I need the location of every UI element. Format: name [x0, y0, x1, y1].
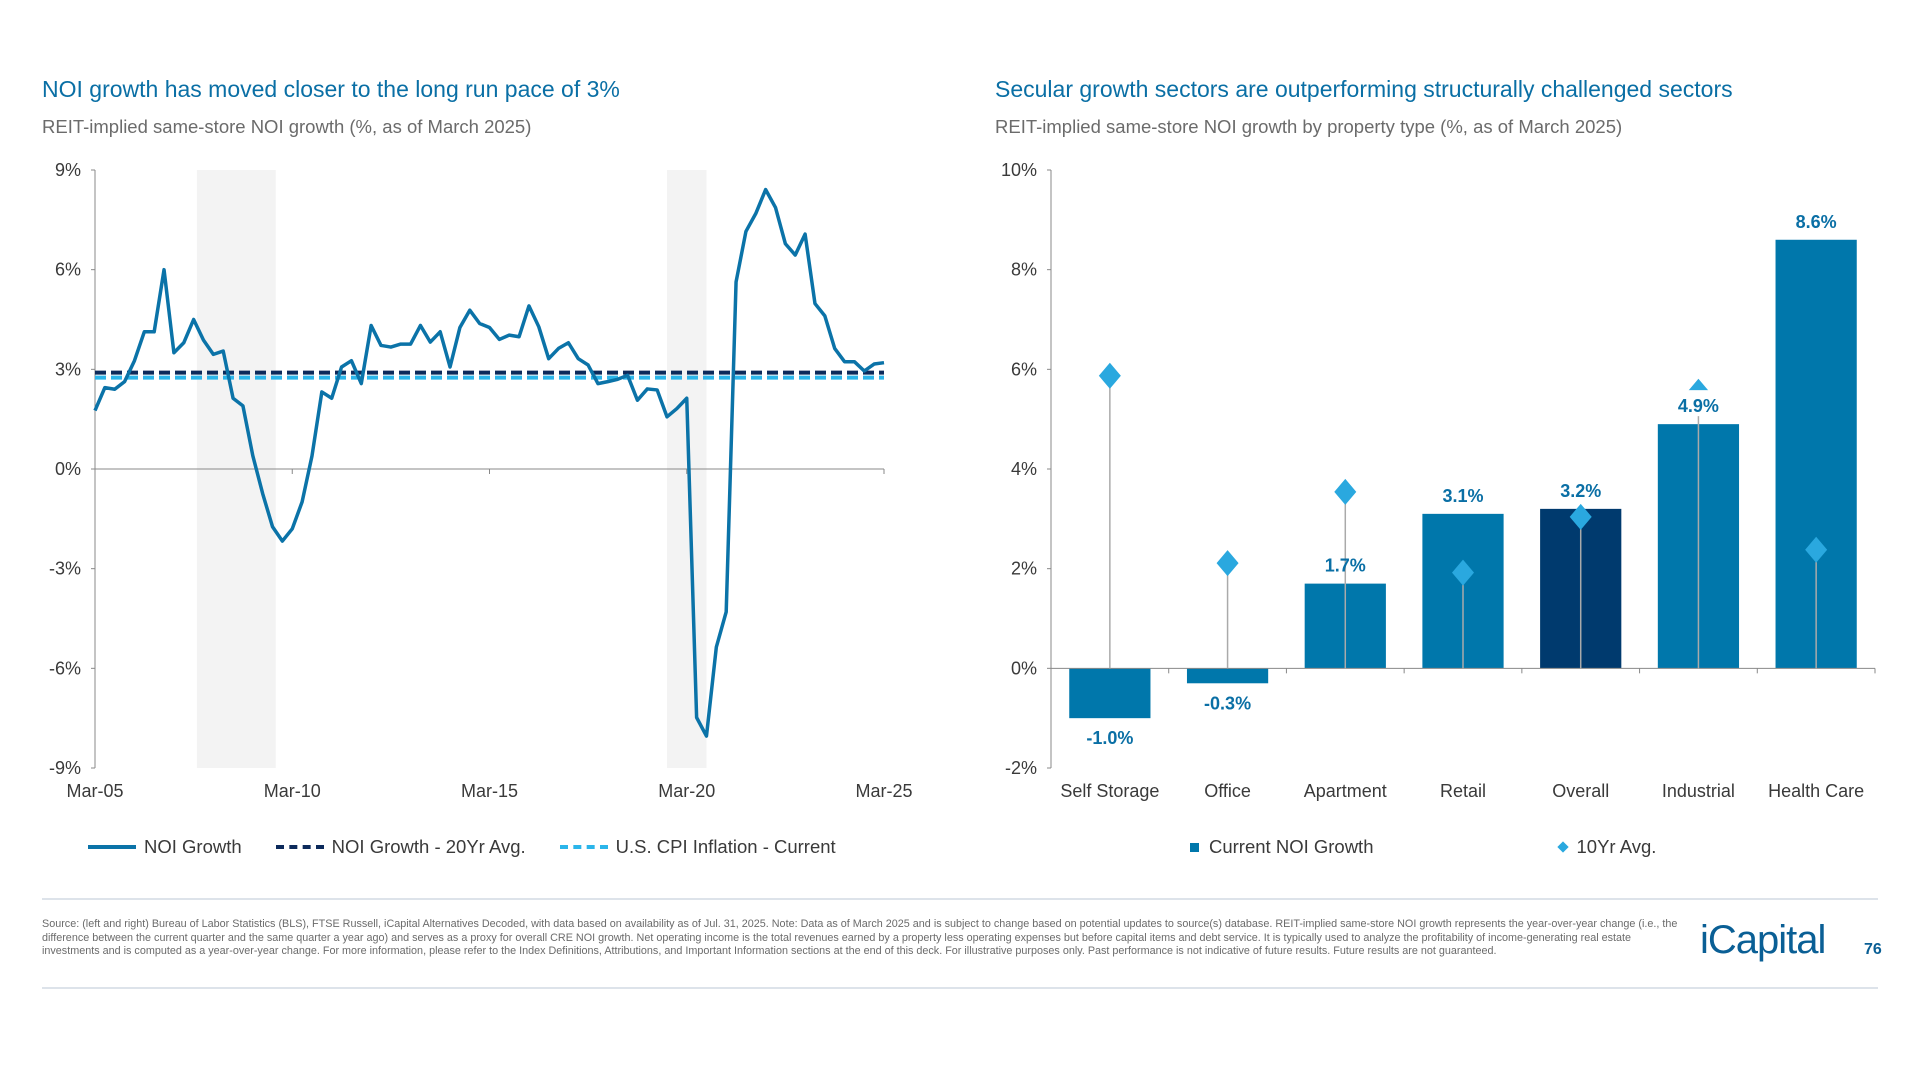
- data-label: 8.6%: [1796, 212, 1837, 232]
- 10yr-avg-diamond: [1569, 503, 1592, 530]
- left-chart-title: NOI growth has moved closer to the long …: [42, 76, 620, 102]
- x-tick-label: Retail: [1440, 781, 1486, 801]
- y-tick-label: 8%: [1011, 260, 1037, 280]
- y-tick-label: 2%: [1011, 559, 1037, 579]
- x-tick-label: Office: [1204, 781, 1251, 801]
- source-footnote: Source: (left and right) Bureau of Labor…: [42, 918, 1678, 957]
- bar-self-storage: [1069, 668, 1151, 719]
- dashed-line-icon: [559, 845, 608, 849]
- x-tick-label: Mar-05: [66, 781, 123, 801]
- y-tick-label: -6%: [49, 658, 81, 678]
- data-label: -1.0%: [1086, 728, 1133, 748]
- label-backdrop: [1668, 390, 1729, 417]
- 10yr-avg-diamond: [1098, 362, 1121, 389]
- y-tick-label: 6%: [55, 260, 81, 280]
- legend-cpi: U.S. CPI Inflation - Current: [559, 836, 836, 858]
- x-tick-label: Self Storage: [1060, 781, 1159, 801]
- page-number: 76: [1864, 941, 1882, 958]
- diamond-icon: [1556, 841, 1569, 853]
- left-chart-subtitle: REIT-implied same-store NOI growth (%, a…: [42, 116, 532, 137]
- divider-top: [42, 898, 1878, 900]
- square-icon: [1190, 842, 1199, 852]
- y-tick-label: -2%: [1005, 758, 1037, 778]
- x-tick-label: Apartment: [1304, 781, 1387, 801]
- x-tick-label: Mar-20: [658, 781, 715, 801]
- legend-10yr-avg: 10Yr Avg.: [1556, 836, 1657, 858]
- divider-bottom: [42, 987, 1878, 989]
- 10yr-avg-diamond: [1334, 478, 1357, 505]
- x-tick-label: Industrial: [1662, 781, 1735, 801]
- left-legend: NOI Growth NOI Growth - 20Yr Avg. U.S. C…: [88, 836, 870, 858]
- x-tick-label: Health Care: [1768, 781, 1864, 801]
- y-tick-label: 10%: [1001, 160, 1037, 180]
- y-tick-label: 6%: [1011, 359, 1037, 379]
- right-chart-title: Secular growth sectors are outperforming…: [995, 76, 1733, 102]
- y-tick-label: 3%: [55, 359, 81, 379]
- legend-current-noi: Current NOI Growth: [1190, 836, 1374, 858]
- right-chart-subtitle: REIT-implied same-store NOI growth by pr…: [995, 116, 1623, 137]
- 10yr-avg-diamond: [1216, 550, 1239, 577]
- y-tick-label: 9%: [55, 160, 81, 180]
- data-label: 1.7%: [1325, 556, 1366, 576]
- 10yr-avg-diamond: [1452, 559, 1474, 586]
- legend-label: U.S. CPI Inflation - Current: [615, 836, 836, 857]
- legend-label: NOI Growth - 20Yr Avg.: [331, 836, 526, 857]
- x-tick-label: Mar-25: [855, 781, 912, 801]
- bar-office: [1186, 668, 1269, 684]
- dashed-line-icon: [275, 845, 324, 849]
- y-tick-label: -3%: [49, 559, 81, 579]
- solid-line-icon: [88, 845, 136, 849]
- y-tick-label: 4%: [1011, 459, 1037, 479]
- data-label: 3.2%: [1560, 481, 1601, 501]
- noi-growth-line: [93, 187, 885, 738]
- y-tick-label: 0%: [1011, 658, 1037, 678]
- legend-noi-growth: NOI Growth: [88, 836, 242, 858]
- data-label: -0.3%: [1204, 693, 1251, 713]
- icapital-logo: iCapital: [1700, 918, 1826, 963]
- legend-20yr-avg: NOI Growth - 20Yr Avg.: [275, 836, 526, 858]
- right-legend: Current NOI Growth 10Yr Avg.: [1190, 836, 1690, 858]
- logo-text: iCapital: [1700, 918, 1826, 962]
- data-label: 4.9%: [1678, 396, 1719, 416]
- 10yr-avg-diamond: [1805, 536, 1828, 563]
- legend-label: NOI Growth: [144, 836, 242, 857]
- data-label: 3.1%: [1442, 486, 1483, 506]
- x-tick-label: Mar-10: [264, 781, 321, 801]
- legend-label: 10Yr Avg.: [1576, 836, 1657, 857]
- legend-label: Current NOI Growth: [1209, 836, 1374, 857]
- x-tick-label: Overall: [1552, 781, 1609, 801]
- x-tick-label: Mar-15: [461, 781, 518, 801]
- y-tick-label: -9%: [49, 758, 81, 778]
- y-tick-label: 0%: [55, 459, 81, 479]
